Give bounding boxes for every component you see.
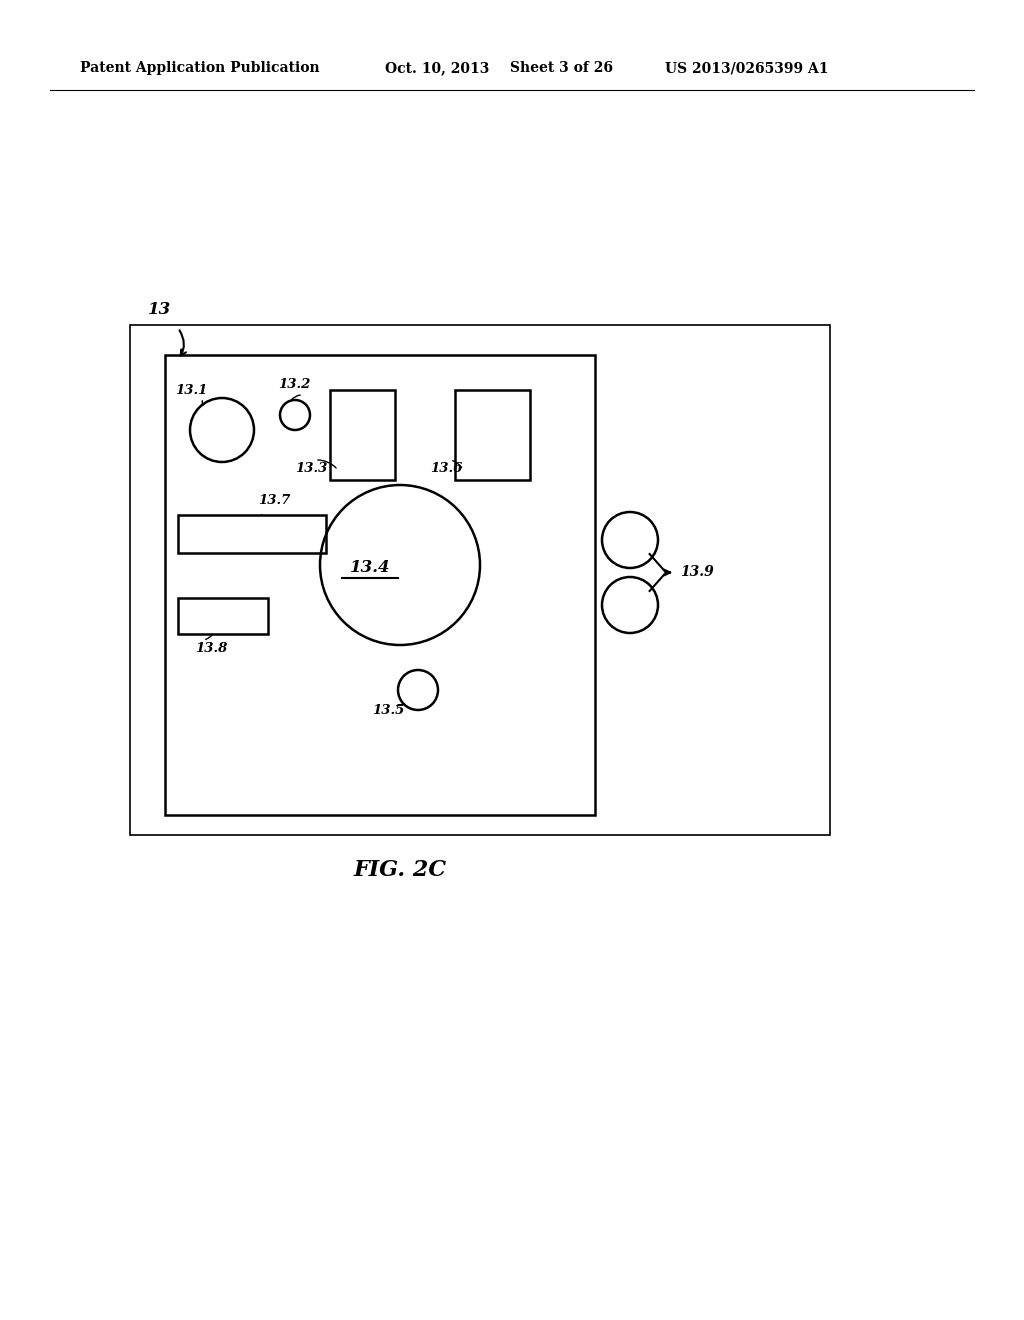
Bar [165,355,595,814]
Text: 13.1: 13.1 [175,384,208,396]
Text: FIG. 2C: FIG. 2C [353,859,446,880]
Text: Sheet 3 of 26: Sheet 3 of 26 [510,61,613,75]
Text: 13.3: 13.3 [295,462,328,474]
Bar [130,325,830,836]
Text: 13.6: 13.6 [430,462,463,474]
Text: Oct. 10, 2013: Oct. 10, 2013 [385,61,489,75]
Bar [455,389,530,480]
Text: Patent Application Publication: Patent Application Publication [80,61,319,75]
Text: 13.9: 13.9 [680,565,714,579]
Text: 13.2: 13.2 [278,379,310,392]
Bar [178,598,268,634]
Text: 13.4: 13.4 [349,560,390,577]
Bar [178,515,326,553]
Text: 13.5: 13.5 [372,704,404,717]
Text: 13.8: 13.8 [195,642,227,655]
Bar [330,389,395,480]
Text: 13: 13 [148,301,171,318]
Text: US 2013/0265399 A1: US 2013/0265399 A1 [665,61,828,75]
Text: 13.7: 13.7 [258,494,291,507]
